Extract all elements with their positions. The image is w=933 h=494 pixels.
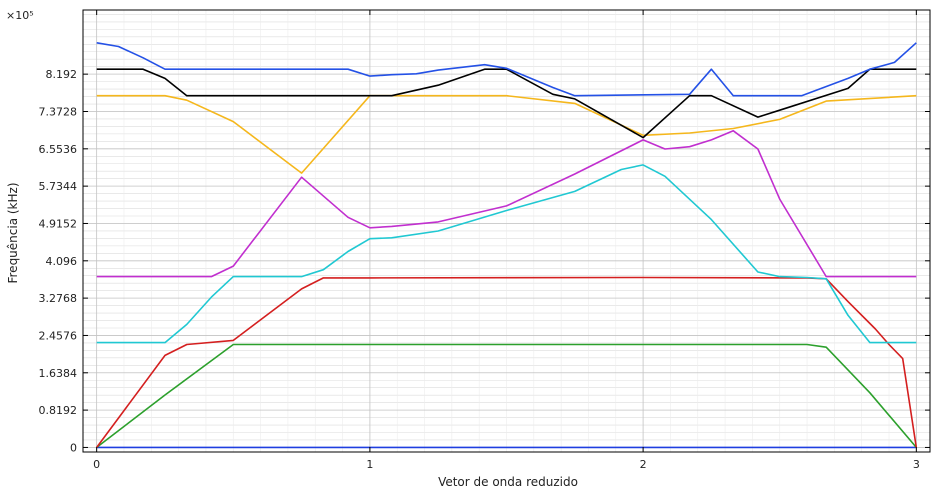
series-line-5	[96, 130, 917, 278]
y-tick-label: 4.9152	[39, 217, 78, 230]
y-tick-label: 1.6384	[39, 367, 78, 380]
y-axis-multiplier: ×10⁵	[6, 9, 34, 22]
plot-frame	[82, 9, 931, 453]
x-tick-label: 0	[93, 458, 100, 471]
series-group	[96, 42, 918, 449]
x-tick-label: 3	[913, 458, 920, 471]
y-tick-label: 0.8192	[39, 404, 78, 417]
series-line-7	[96, 68, 917, 139]
series-line-6	[96, 94, 917, 174]
y-tick-label: 2.4576	[39, 329, 78, 342]
y-tick-label: 6.5536	[39, 143, 78, 156]
y-tick-label: 8.192	[46, 68, 78, 81]
series-line-4	[96, 164, 917, 344]
x-axis-label: Vetor de onda reduzido	[438, 475, 578, 489]
axis-ticks: 0 0.8192 1.6384 2.4576 3.2768 4.096 4.9152 5.73…	[39, 10, 930, 471]
series-line-3	[96, 276, 918, 448]
y-tick-label: 4.096	[46, 255, 78, 268]
y-tick-label: 7.3728	[39, 105, 78, 118]
y-tick-label: 5.7344	[39, 180, 78, 193]
y-axis-label: Frequência (kHz)	[6, 182, 20, 283]
y-tick-label: 0	[70, 441, 77, 454]
x-tick-label: 1	[366, 458, 373, 471]
grid	[83, 10, 930, 452]
series-line-8	[96, 42, 917, 97]
x-tick-label: 2	[640, 458, 647, 471]
series-line-2	[96, 343, 917, 449]
y-tick-label: 3.2768	[39, 292, 78, 305]
